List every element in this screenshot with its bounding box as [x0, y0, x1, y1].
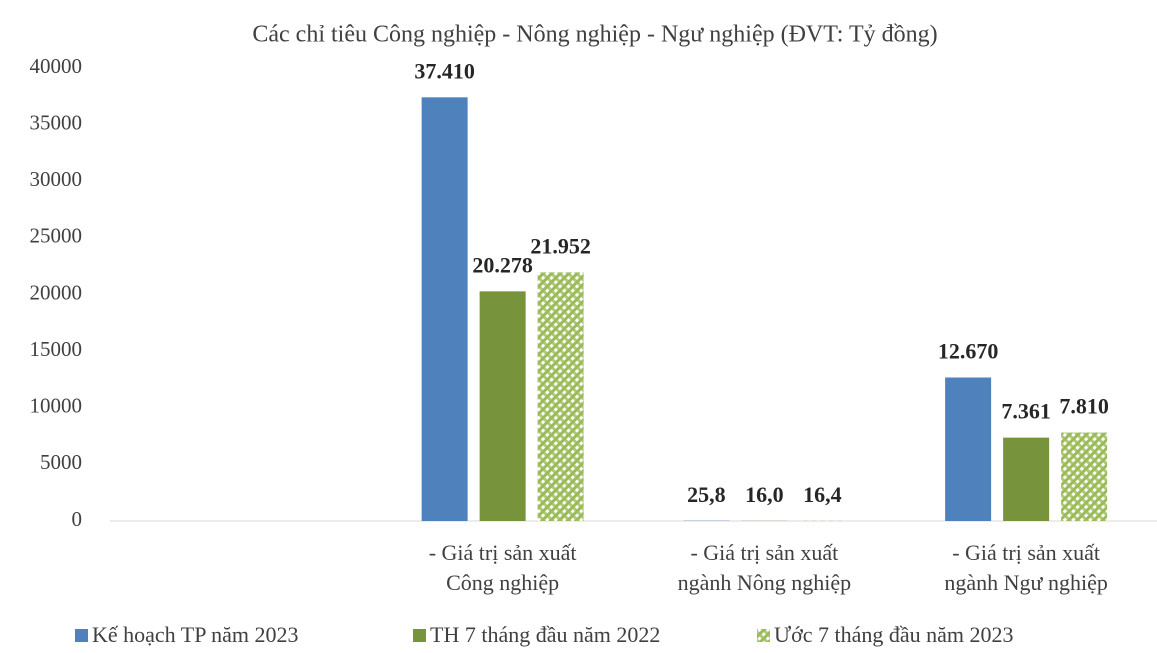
y-tick-label: 5000 — [40, 450, 82, 474]
data-label: 7.361 — [1001, 399, 1051, 424]
legend-swatch — [75, 629, 88, 642]
y-tick-label: 30000 — [30, 167, 83, 191]
data-label: 16,0 — [745, 482, 784, 507]
y-tick-label: 0 — [72, 507, 83, 531]
bar — [945, 377, 992, 521]
data-label: 21.952 — [530, 233, 591, 258]
data-label: 25,8 — [687, 482, 726, 507]
y-tick-label: 35000 — [30, 110, 83, 134]
legend-label: Kế hoạch TP năm 2023 — [92, 622, 299, 647]
legend-swatch — [757, 629, 770, 642]
legend-swatch — [413, 629, 426, 642]
y-tick-label: 40000 — [30, 54, 83, 78]
data-label: 16,4 — [803, 482, 842, 507]
chart-title: Các chỉ tiêu Công nghiệp - Nông nghiệp -… — [252, 22, 937, 48]
y-tick-label: 20000 — [30, 280, 83, 304]
bar — [421, 97, 468, 521]
bar — [1003, 437, 1050, 521]
y-tick-label: 15000 — [30, 337, 83, 361]
x-tick-label: - Giá trị sản xuất ngành Ngư nghiệp — [944, 540, 1108, 595]
legend-label: TH 7 tháng đầu năm 2022 — [430, 622, 660, 647]
bar — [1061, 432, 1108, 521]
bar — [537, 272, 584, 521]
x-tick-label: - Giá trị sản xuất ngành Nông nghiệp — [677, 540, 852, 595]
data-label: 12.670 — [938, 339, 999, 364]
y-tick-label: 25000 — [30, 224, 83, 248]
y-tick-label: 10000 — [30, 394, 83, 418]
legend-label: Ước 7 tháng đầu năm 2023 — [774, 622, 1014, 647]
bar — [479, 291, 526, 521]
x-tick-label: - Giá trị sản xuất Công nghiệp — [428, 540, 577, 595]
data-label: 20.278 — [472, 252, 533, 277]
data-label: 37.410 — [414, 58, 475, 83]
data-label: 7.810 — [1059, 394, 1109, 419]
